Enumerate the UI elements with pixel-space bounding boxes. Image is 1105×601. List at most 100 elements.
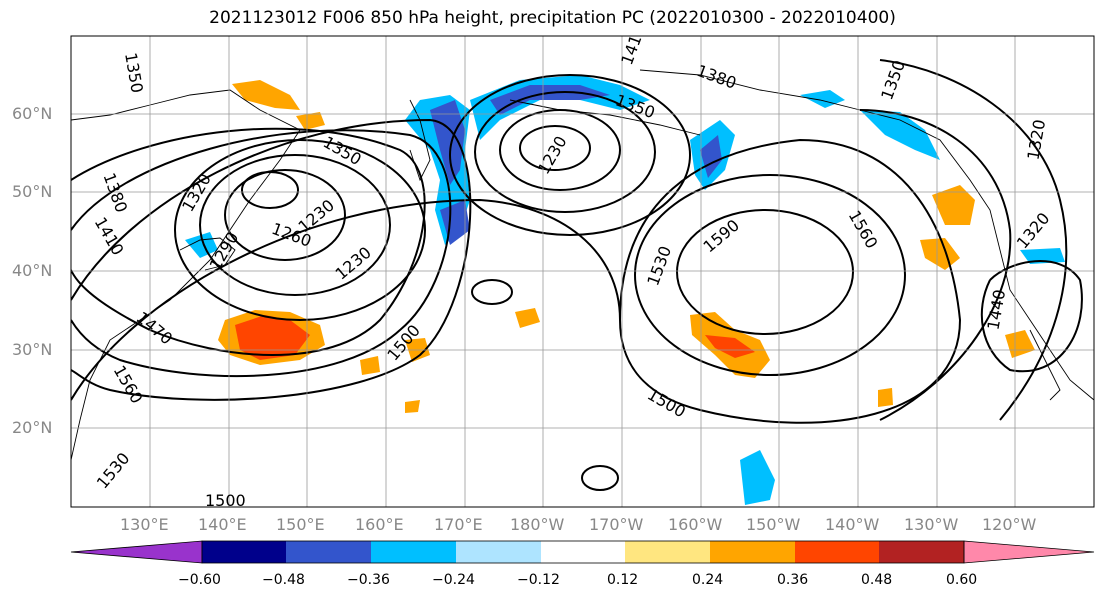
- colorbar-segment: [710, 541, 795, 563]
- coastline-japan: [179, 237, 236, 271]
- contour-label: 1500: [205, 491, 246, 510]
- contour-label: 1380: [99, 170, 131, 215]
- precip-area-positive: [360, 356, 380, 375]
- lon-label: 170°E: [434, 515, 483, 534]
- precip-area-positive: [920, 238, 960, 270]
- contour-label: 1320: [1013, 209, 1054, 252]
- colorbar-segment: [202, 541, 286, 563]
- colorbar-segment: [625, 541, 710, 563]
- contour-line: [71, 127, 426, 356]
- precip-area-positive: [878, 388, 893, 407]
- lon-label: 120°W: [982, 515, 1037, 534]
- colorbar-tick-label: −0.48: [262, 572, 305, 588]
- precip-area-negative: [185, 232, 218, 258]
- colorbar-segment: [456, 541, 541, 563]
- colorbar-segment: [286, 541, 371, 563]
- lon-label: 150°E: [276, 515, 325, 534]
- colorbar-extend-high: [963, 540, 1095, 564]
- contour-label: 1530: [93, 449, 134, 492]
- lon-label: 170°W: [589, 515, 644, 534]
- contour-line: [71, 198, 621, 401]
- precip-area-positive: [235, 315, 310, 360]
- map-title: 2021123012 F006 850 hPa height, precipit…: [209, 8, 896, 28]
- precip-area-positive: [405, 400, 420, 413]
- lon-label: 130°E: [120, 515, 169, 534]
- precip-area-positive: [705, 335, 755, 358]
- contour-label: 1470: [133, 308, 176, 349]
- precip-area-positive: [1005, 330, 1035, 358]
- lon-label: 130°W: [904, 515, 959, 534]
- lat-label: 20°N: [12, 418, 53, 437]
- contour-label: 1230: [331, 243, 374, 284]
- contour-line: [474, 91, 656, 213]
- contour-label: 1440: [983, 288, 1009, 331]
- contour-line: [499, 109, 621, 191]
- contour-label: 1230: [534, 133, 571, 178]
- contour-label: 1350: [877, 58, 909, 103]
- contour-line: [471, 279, 513, 305]
- precip-area-negative: [440, 200, 470, 245]
- contour-label: 1350: [121, 51, 147, 94]
- coastline-asia: [71, 89, 301, 461]
- lat-label: 50°N: [12, 182, 53, 201]
- colorbar-tick-label: 0.48: [861, 572, 893, 588]
- precip-area-negative: [860, 110, 940, 160]
- lat-label: 30°N: [12, 340, 53, 359]
- precip-area-positive: [932, 185, 975, 225]
- precip-area-negative: [1020, 248, 1065, 264]
- colorbar-tick-label: −0.60: [178, 572, 221, 588]
- colorbar-extend-low: [70, 540, 203, 564]
- lon-label: 180°W: [510, 515, 565, 534]
- coastline-kamchatka: [409, 99, 431, 182]
- contour-line: [859, 109, 1012, 421]
- precip-area-negative: [800, 90, 845, 108]
- contour-line: [676, 209, 854, 335]
- precip-area-positive: [296, 112, 325, 130]
- contour-label: 1500: [644, 385, 689, 422]
- contour-line: [199, 154, 391, 296]
- contour-line: [519, 125, 591, 171]
- contour-line: [634, 174, 906, 376]
- colorbar-tick-label: 0.36: [777, 572, 809, 588]
- contour-label: 1410: [91, 214, 128, 259]
- colorbar-frame: [201, 540, 965, 564]
- graticule: [71, 36, 1094, 507]
- colorbar-tick-label: 0.12: [607, 572, 639, 588]
- colorbar-segment: [795, 541, 879, 563]
- precip-shading: [185, 75, 1065, 505]
- contour-label: 1530: [643, 243, 675, 288]
- contour-line: [581, 465, 619, 491]
- colorbar-segment: [541, 541, 625, 563]
- colorbar-tick-label: −0.24: [432, 572, 475, 588]
- lon-label: 150°W: [746, 515, 801, 534]
- colorbar: [70, 540, 1095, 564]
- colorbar-tick-label: 0.24: [692, 572, 724, 588]
- precip-area-positive: [232, 80, 300, 110]
- contour-line: [224, 169, 346, 261]
- contour-line: [879, 59, 1068, 421]
- map-frame: [70, 35, 1095, 508]
- coastline-baja: [1029, 329, 1061, 401]
- contour-label: 1410: [617, 23, 649, 68]
- colorbar-tick-label: −0.12: [517, 572, 560, 588]
- colorbar-tick-label: 0.60: [946, 572, 978, 588]
- contour-label: 1320: [1023, 118, 1049, 161]
- height-contours: [71, 59, 1083, 491]
- contour-line: [980, 260, 1083, 373]
- coastline-alaska: [639, 69, 1094, 401]
- contour-line: [71, 118, 472, 401]
- contour-line: [619, 138, 962, 424]
- lat-label: 60°N: [12, 104, 53, 123]
- precip-area-negative: [740, 450, 775, 505]
- precip-area-negative: [700, 135, 722, 178]
- contour-label: 1590: [700, 216, 743, 257]
- colorbar-tick-label: −0.36: [347, 572, 390, 588]
- lon-label: 160°E: [355, 515, 404, 534]
- contour-label: 1560: [110, 362, 147, 407]
- precip-area-positive: [515, 308, 540, 328]
- contour-line: [449, 74, 691, 236]
- lon-label: 140°W: [825, 515, 880, 534]
- lon-label: 160°W: [668, 515, 723, 534]
- lat-label: 40°N: [12, 261, 53, 280]
